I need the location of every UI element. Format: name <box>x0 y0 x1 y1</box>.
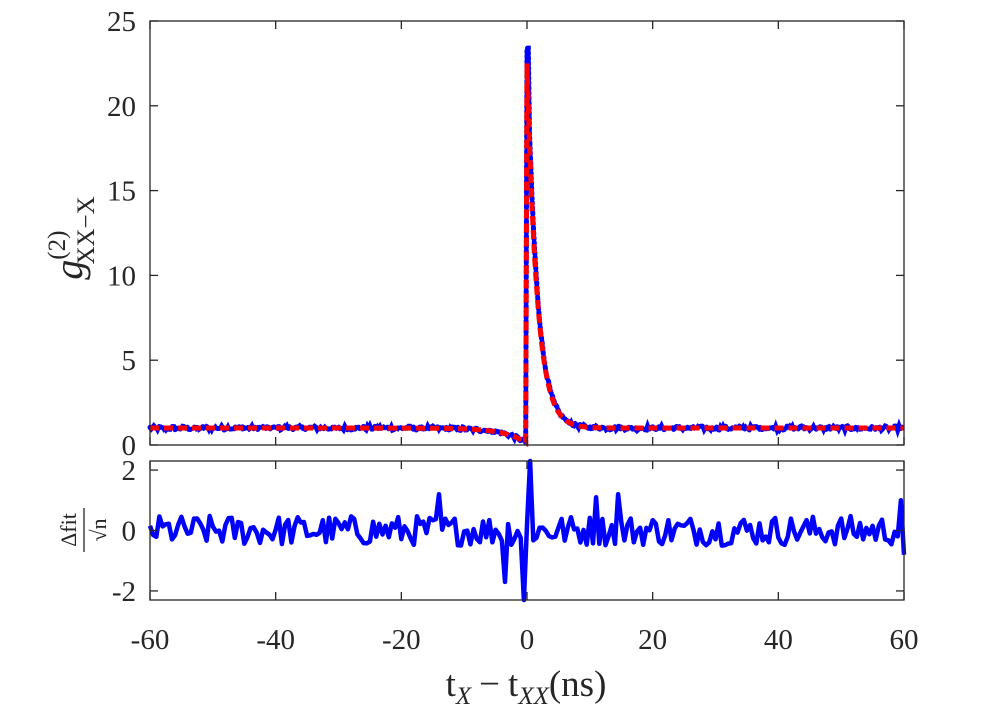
x-title-sub2: XX <box>517 683 550 709</box>
x-title-unit: (ns) <box>549 664 607 705</box>
correlation-y-axis-title: g(2)XX−X <box>44 196 100 279</box>
correlation-plot-frame <box>149 20 905 446</box>
residuals-line <box>147 458 907 603</box>
correlation-panel: 0 5 10 15 20 25 g(2)XX−X <box>44 6 907 462</box>
residuals-y-axis-title: Δfit √n <box>56 508 111 552</box>
residuals-y-title-denominator: √n <box>86 518 111 541</box>
fit-line <box>150 63 904 448</box>
x-title-t2: t <box>508 664 519 705</box>
x-title-t1: t <box>446 664 457 705</box>
residual-y-tick-label: 0 <box>122 516 137 548</box>
y-title-superscript: (2) <box>44 231 71 260</box>
x-tick-label: 60 <box>890 624 919 656</box>
y-tick-label: 15 <box>107 176 136 208</box>
y-tick-label: 10 <box>107 260 136 292</box>
y-title-subscript: XX−X <box>73 196 100 264</box>
residual-y-tick-label: 2 <box>122 455 137 487</box>
residuals-panel: -202 -60 -40 -20 0 20 40 60 Δfit √n tX − tXX(ns) <box>56 455 919 709</box>
residual-y-tick-label: -2 <box>112 576 136 608</box>
x-tick-label: 0 <box>520 624 535 656</box>
x-title-sub1: X <box>455 683 473 709</box>
correlation-y-tick-labels: 0 5 10 15 20 25 <box>107 6 136 462</box>
x-title-minus: − <box>479 664 500 705</box>
y-tick-label: 25 <box>107 6 136 38</box>
y-title-base: g <box>46 260 91 280</box>
y-tick-label: 0 <box>122 430 137 462</box>
residuals-plot-frame <box>149 460 905 601</box>
correlation-series-group <box>147 45 907 448</box>
x-axis-title: tX − tXX(ns) <box>446 664 607 709</box>
y-tick-label: 5 <box>122 345 137 377</box>
x-tick-label: -40 <box>256 624 295 656</box>
x-tick-label: 20 <box>638 624 667 656</box>
residuals-series-group <box>147 458 907 603</box>
residuals-y-title-numerator: Δfit <box>56 513 81 547</box>
y-tick-label: 20 <box>107 91 136 123</box>
x-tick-label: 40 <box>764 624 793 656</box>
x-tick-label: -20 <box>382 624 421 656</box>
x-tick-label: -60 <box>131 624 170 656</box>
residuals-y-tick-labels: -2 0 2 <box>112 455 136 608</box>
x-tick-labels: -60 -40 -20 0 20 40 60 <box>131 624 919 656</box>
